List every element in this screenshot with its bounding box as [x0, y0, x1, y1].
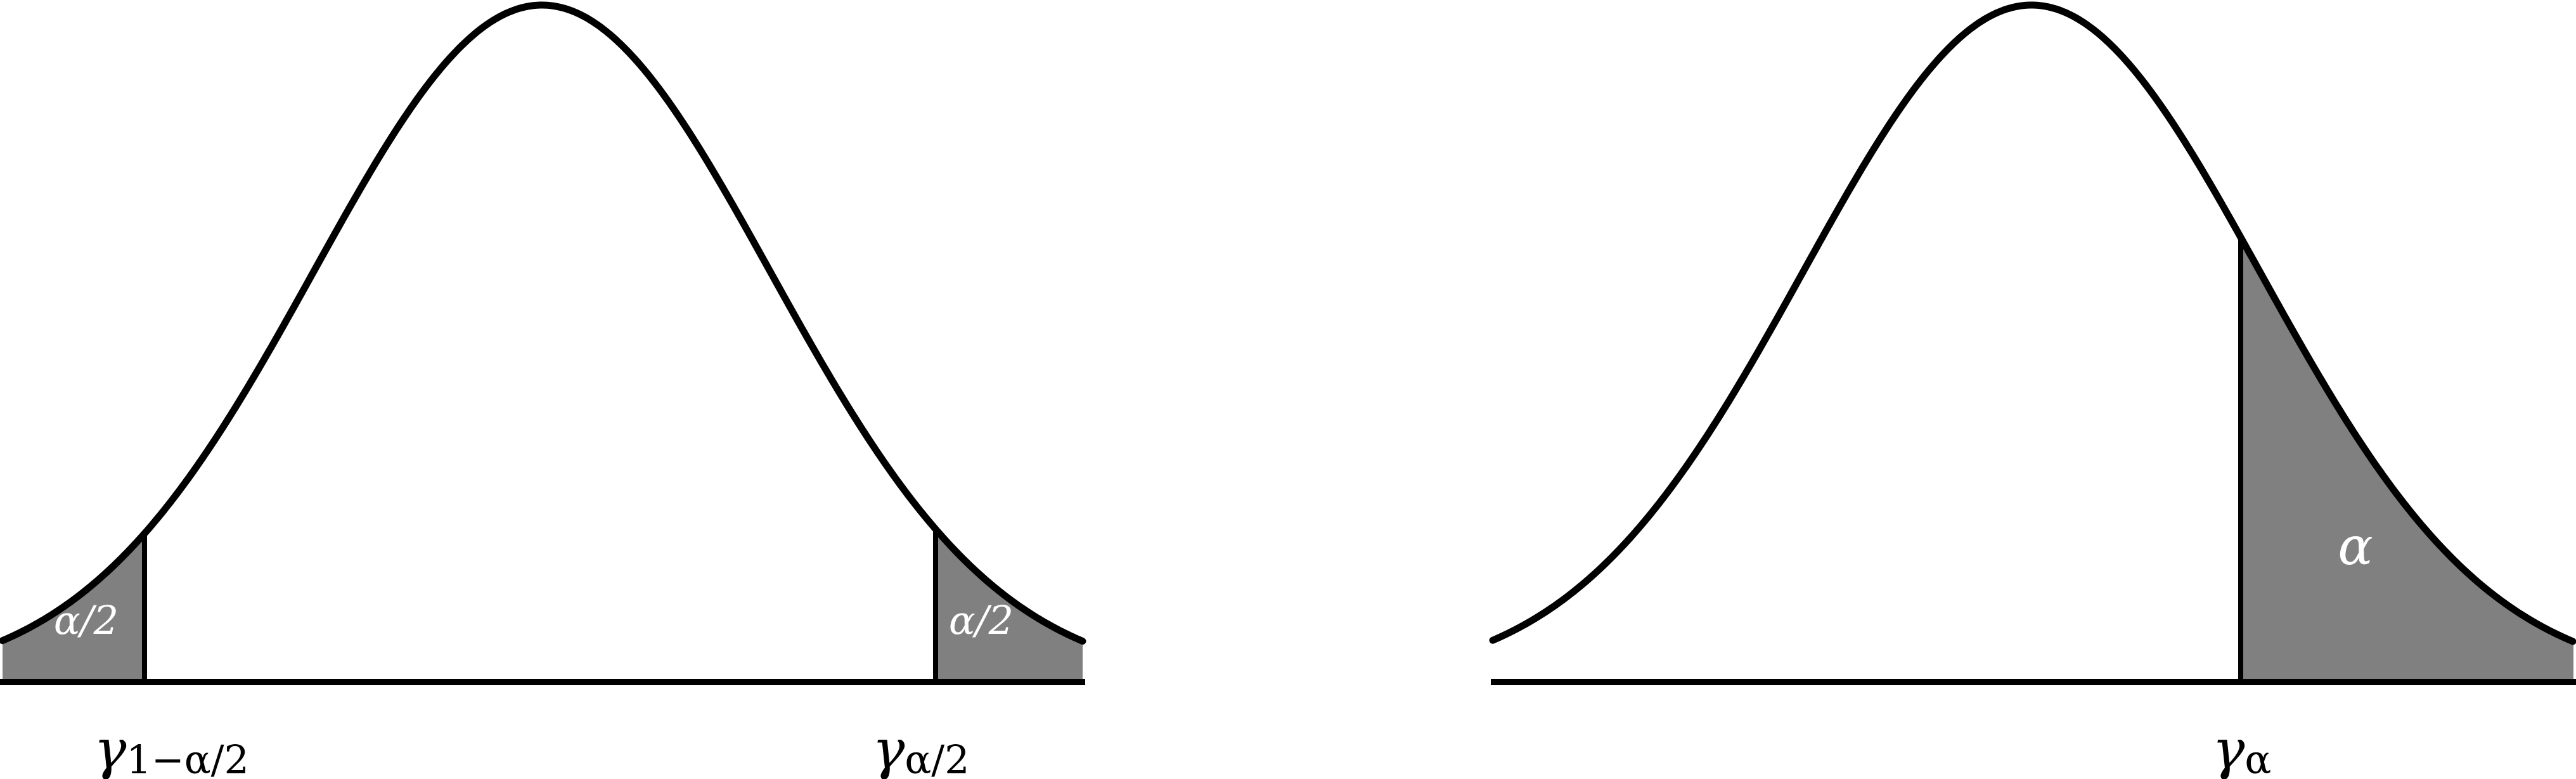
lower-critical-subscript: 1−α/2 — [126, 737, 249, 779]
left-tail-area-label: α/2 — [54, 597, 119, 643]
upper-critical-subscript: α/2 — [905, 737, 969, 779]
critical-symbol: γ — [2212, 718, 2245, 779]
right-tail-area-label: α/2 — [949, 597, 1014, 643]
critical-subscript: α — [2244, 737, 2271, 779]
upper-critical-value-label: γα/2 — [872, 718, 970, 779]
critical-value-label: γα — [2212, 718, 2271, 779]
upper-critical-symbol: γ — [872, 718, 905, 779]
right-panel: α γα — [1489, 1, 2576, 779]
lower-critical-value-label: γ1−α/2 — [94, 718, 249, 779]
lower-critical-symbol: γ — [94, 718, 127, 779]
left-density-curve — [0, 1, 1086, 645]
right-density-curve — [1489, 1, 2576, 645]
right-tail-shaded-area — [936, 529, 1083, 682]
upper-tail-area-label: α — [2338, 517, 2373, 577]
left-panel: α/2 α/2 γ1−α/2 γα/2 — [0, 1, 1086, 779]
upper-tail-shaded-area — [2241, 237, 2573, 682]
